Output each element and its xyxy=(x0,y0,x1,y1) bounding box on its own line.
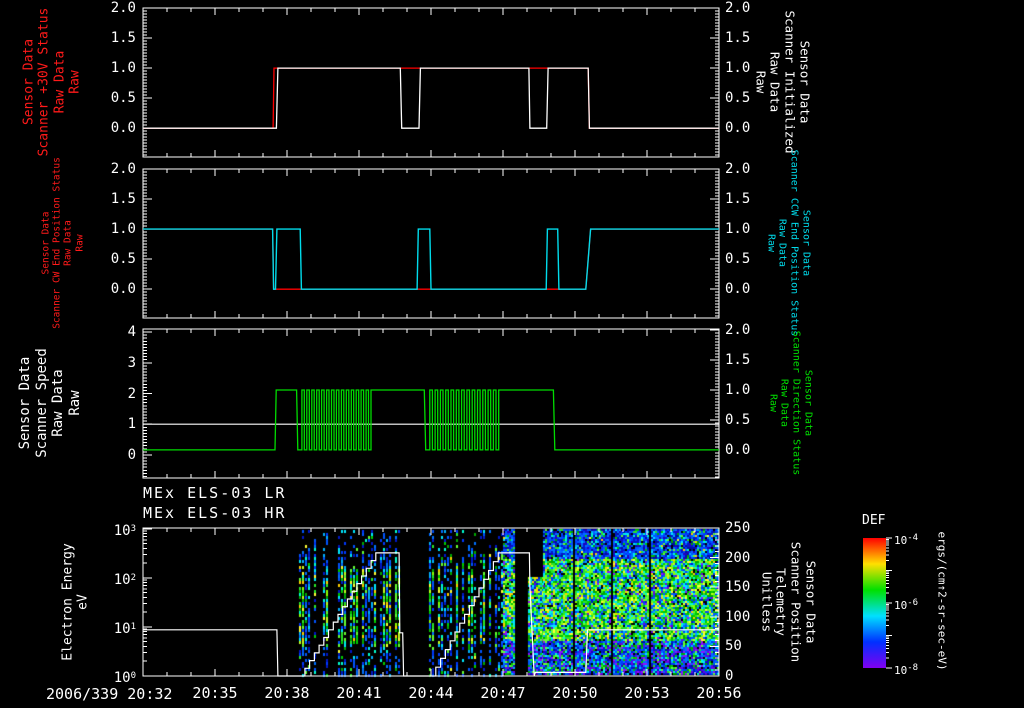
y-tick-label: 150 xyxy=(725,579,751,596)
y-tick-label: 3 xyxy=(127,354,136,371)
panel2-right-axis-title: Sensor Data Scanner CCW End Position Sta… xyxy=(765,149,812,337)
y-tick-label: 1.5 xyxy=(110,30,136,47)
y-tick-label: 4 xyxy=(127,324,136,341)
x-tick-label: 20:38 xyxy=(264,684,310,702)
y-tick-label: 2.0 xyxy=(725,322,751,339)
y-tick-label: 2.0 xyxy=(110,0,136,16)
y-tick-label: 0.5 xyxy=(725,251,751,268)
panel3-left-axis-title: Sensor Data Scanner Speed Raw Data Raw xyxy=(16,348,83,458)
y-tick-label: 2.0 xyxy=(725,0,751,16)
colorbar-unit-label: ergs/(cm↑2-sr-sec-eV) xyxy=(935,531,949,671)
y-tick-label: 101 xyxy=(113,620,136,637)
panel4-left-axis-title: Electron Energy eV xyxy=(60,543,91,661)
x-tick-label: 20:47 xyxy=(480,684,526,702)
y-tick-label: 0.0 xyxy=(725,441,751,458)
panel-frame xyxy=(142,328,720,479)
y-tick-label: 1.5 xyxy=(725,352,751,369)
spectrogram-title-lr: MEx ELS-03 LR xyxy=(143,484,287,502)
x-tick-label: 20:53 xyxy=(624,684,670,702)
x-tick-label: 20:56 xyxy=(696,684,742,702)
y-tick-label: 0.5 xyxy=(110,251,136,268)
y-tick-label: 0.0 xyxy=(110,281,136,298)
x-tick-label: 20:35 xyxy=(192,684,238,702)
y-tick-label: 1.0 xyxy=(725,60,751,77)
y-tick-label: 1 xyxy=(127,416,136,433)
data-series xyxy=(143,67,719,129)
y-tick-label: 0.0 xyxy=(725,281,751,298)
data-series xyxy=(143,67,719,129)
data-series xyxy=(143,228,719,290)
y-tick-label: 0 xyxy=(725,668,734,684)
colorbar xyxy=(863,538,886,668)
x-tick-label: 20:41 xyxy=(336,684,382,702)
y-tick-label: 1.0 xyxy=(110,60,136,77)
y-tick-label: 2.0 xyxy=(110,161,136,177)
spectrogram-title-hr: MEx ELS-03 HR xyxy=(143,504,287,522)
panel-frame xyxy=(142,527,720,677)
colorbar-tick-label: 10-6 xyxy=(894,598,919,612)
y-tick-label: 103 xyxy=(113,522,136,539)
y-tick-label: 100 xyxy=(113,670,136,686)
y-tick-label: 1.5 xyxy=(725,191,751,208)
x-tick-label: 20:44 xyxy=(408,684,454,702)
y-tick-label: 1.0 xyxy=(725,221,751,238)
data-series xyxy=(143,389,719,451)
y-tick-label: 1.0 xyxy=(110,221,136,238)
colorbar-tick-label: 10-4 xyxy=(894,533,919,547)
panel1-left-axis-title: Sensor Data Scanner +30V Status Raw Data… xyxy=(21,7,83,157)
colorbar-title: DEF xyxy=(862,513,886,528)
panel-frame xyxy=(142,168,720,319)
y-tick-label: 0.5 xyxy=(110,90,136,107)
y-tick-label: 0.5 xyxy=(725,90,751,107)
data-series xyxy=(143,552,719,677)
y-tick-label: 1.0 xyxy=(725,382,751,399)
y-tick-label: 50 xyxy=(725,638,742,655)
panel2-left-axis-title: Sensor Data Scanner CW End Position Stat… xyxy=(40,157,86,329)
y-tick-label: 102 xyxy=(113,571,136,588)
y-tick-label: 0.5 xyxy=(725,411,751,428)
colorbar-tick-label: 10-8 xyxy=(894,663,919,677)
y-tick-label: 1.5 xyxy=(110,191,136,208)
y-tick-label: 250 xyxy=(725,520,751,536)
y-tick-label: 200 xyxy=(725,549,751,566)
y-tick-label: 2 xyxy=(127,385,136,402)
x-axis-start-label: 2006/339 20:32 xyxy=(46,685,173,703)
y-tick-label: 100 xyxy=(725,608,751,625)
y-tick-label: 2.0 xyxy=(725,161,751,177)
y-tick-label: 0.0 xyxy=(725,120,751,137)
panel-frame xyxy=(142,7,720,158)
y-tick-label: 1.5 xyxy=(725,30,751,47)
y-tick-label: 0.0 xyxy=(110,120,136,137)
y-tick-label: 0 xyxy=(127,446,136,463)
x-tick-label: 20:50 xyxy=(552,684,598,702)
